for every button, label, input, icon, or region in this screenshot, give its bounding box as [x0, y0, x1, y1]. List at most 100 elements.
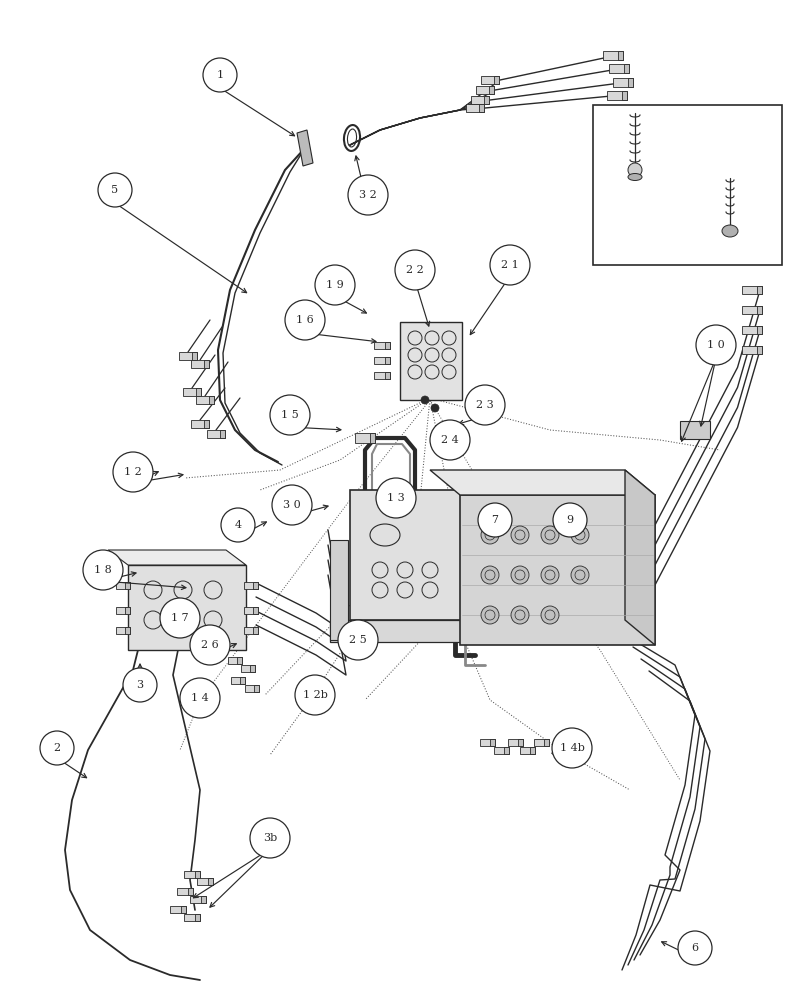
Bar: [384, 357, 389, 363]
Bar: [466, 104, 483, 112]
Bar: [181, 906, 186, 913]
Text: 1: 1: [217, 70, 223, 80]
Bar: [504, 746, 508, 754]
Circle shape: [480, 606, 499, 624]
Ellipse shape: [627, 174, 642, 181]
Text: 4: 4: [234, 520, 241, 530]
Circle shape: [570, 566, 588, 584]
Polygon shape: [679, 421, 709, 439]
Bar: [329, 540, 348, 640]
Bar: [384, 371, 389, 378]
Circle shape: [160, 598, 200, 638]
Circle shape: [180, 678, 220, 718]
Circle shape: [190, 625, 230, 665]
Circle shape: [375, 478, 415, 518]
Bar: [190, 896, 206, 903]
Bar: [530, 746, 534, 754]
Circle shape: [478, 503, 512, 537]
Bar: [621, 91, 626, 100]
Bar: [475, 86, 493, 94]
Circle shape: [540, 606, 558, 624]
Bar: [508, 738, 523, 746]
Text: 6: 6: [691, 943, 697, 953]
Bar: [480, 76, 499, 84]
Circle shape: [98, 173, 132, 207]
Circle shape: [480, 526, 499, 544]
Bar: [188, 888, 193, 895]
Bar: [184, 871, 200, 878]
Bar: [250, 664, 255, 672]
Bar: [253, 582, 258, 588]
Circle shape: [540, 566, 558, 584]
Bar: [534, 738, 549, 746]
Text: 1 9: 1 9: [326, 280, 343, 290]
Text: 3: 3: [136, 680, 144, 690]
Text: 2 6: 2 6: [201, 640, 219, 650]
Bar: [741, 286, 761, 294]
Text: 1 8: 1 8: [94, 565, 112, 575]
Circle shape: [221, 508, 255, 542]
Text: 1 4b: 1 4b: [559, 743, 584, 753]
Bar: [195, 388, 201, 396]
Bar: [125, 626, 130, 634]
Bar: [612, 78, 633, 87]
Text: 2: 2: [54, 743, 61, 753]
Polygon shape: [297, 130, 312, 166]
Bar: [493, 76, 499, 84]
Bar: [254, 684, 259, 692]
Bar: [245, 684, 259, 692]
Bar: [608, 64, 629, 73]
Bar: [237, 656, 242, 664]
Circle shape: [551, 728, 591, 768]
Circle shape: [552, 503, 586, 537]
Bar: [191, 360, 208, 368]
Circle shape: [510, 526, 528, 544]
Bar: [178, 352, 197, 360]
Bar: [197, 878, 212, 885]
Bar: [169, 906, 186, 913]
Bar: [230, 676, 245, 684]
Circle shape: [122, 668, 157, 702]
Bar: [494, 746, 508, 754]
Bar: [241, 664, 255, 672]
Bar: [228, 656, 242, 664]
Circle shape: [83, 550, 122, 590]
Bar: [483, 96, 488, 104]
Circle shape: [272, 485, 311, 525]
Bar: [374, 371, 389, 378]
Circle shape: [695, 325, 735, 365]
Bar: [741, 326, 761, 334]
Circle shape: [677, 931, 711, 965]
Bar: [470, 96, 488, 104]
Text: 2 3: 2 3: [475, 400, 493, 410]
Circle shape: [627, 163, 642, 177]
Circle shape: [431, 404, 439, 412]
Circle shape: [480, 566, 499, 584]
Circle shape: [394, 250, 435, 290]
Bar: [741, 346, 761, 354]
Bar: [617, 51, 622, 60]
Bar: [623, 64, 629, 73]
Bar: [208, 878, 212, 885]
Bar: [488, 86, 493, 94]
Bar: [603, 51, 622, 60]
Text: 2 5: 2 5: [349, 635, 367, 645]
Bar: [756, 346, 761, 354]
Text: 3 0: 3 0: [283, 500, 301, 510]
Bar: [125, 582, 130, 588]
Text: 5: 5: [111, 185, 118, 195]
Bar: [480, 738, 495, 746]
Bar: [460, 495, 654, 645]
Circle shape: [510, 606, 528, 624]
Bar: [207, 430, 225, 438]
Bar: [329, 620, 479, 642]
Bar: [518, 738, 523, 746]
Bar: [520, 746, 534, 754]
Text: 2 4: 2 4: [440, 435, 458, 445]
Bar: [607, 91, 626, 100]
Circle shape: [203, 58, 237, 92]
Text: 1 0: 1 0: [706, 340, 724, 350]
Bar: [243, 626, 258, 634]
Text: 1 4: 1 4: [191, 693, 208, 703]
Bar: [182, 388, 201, 396]
